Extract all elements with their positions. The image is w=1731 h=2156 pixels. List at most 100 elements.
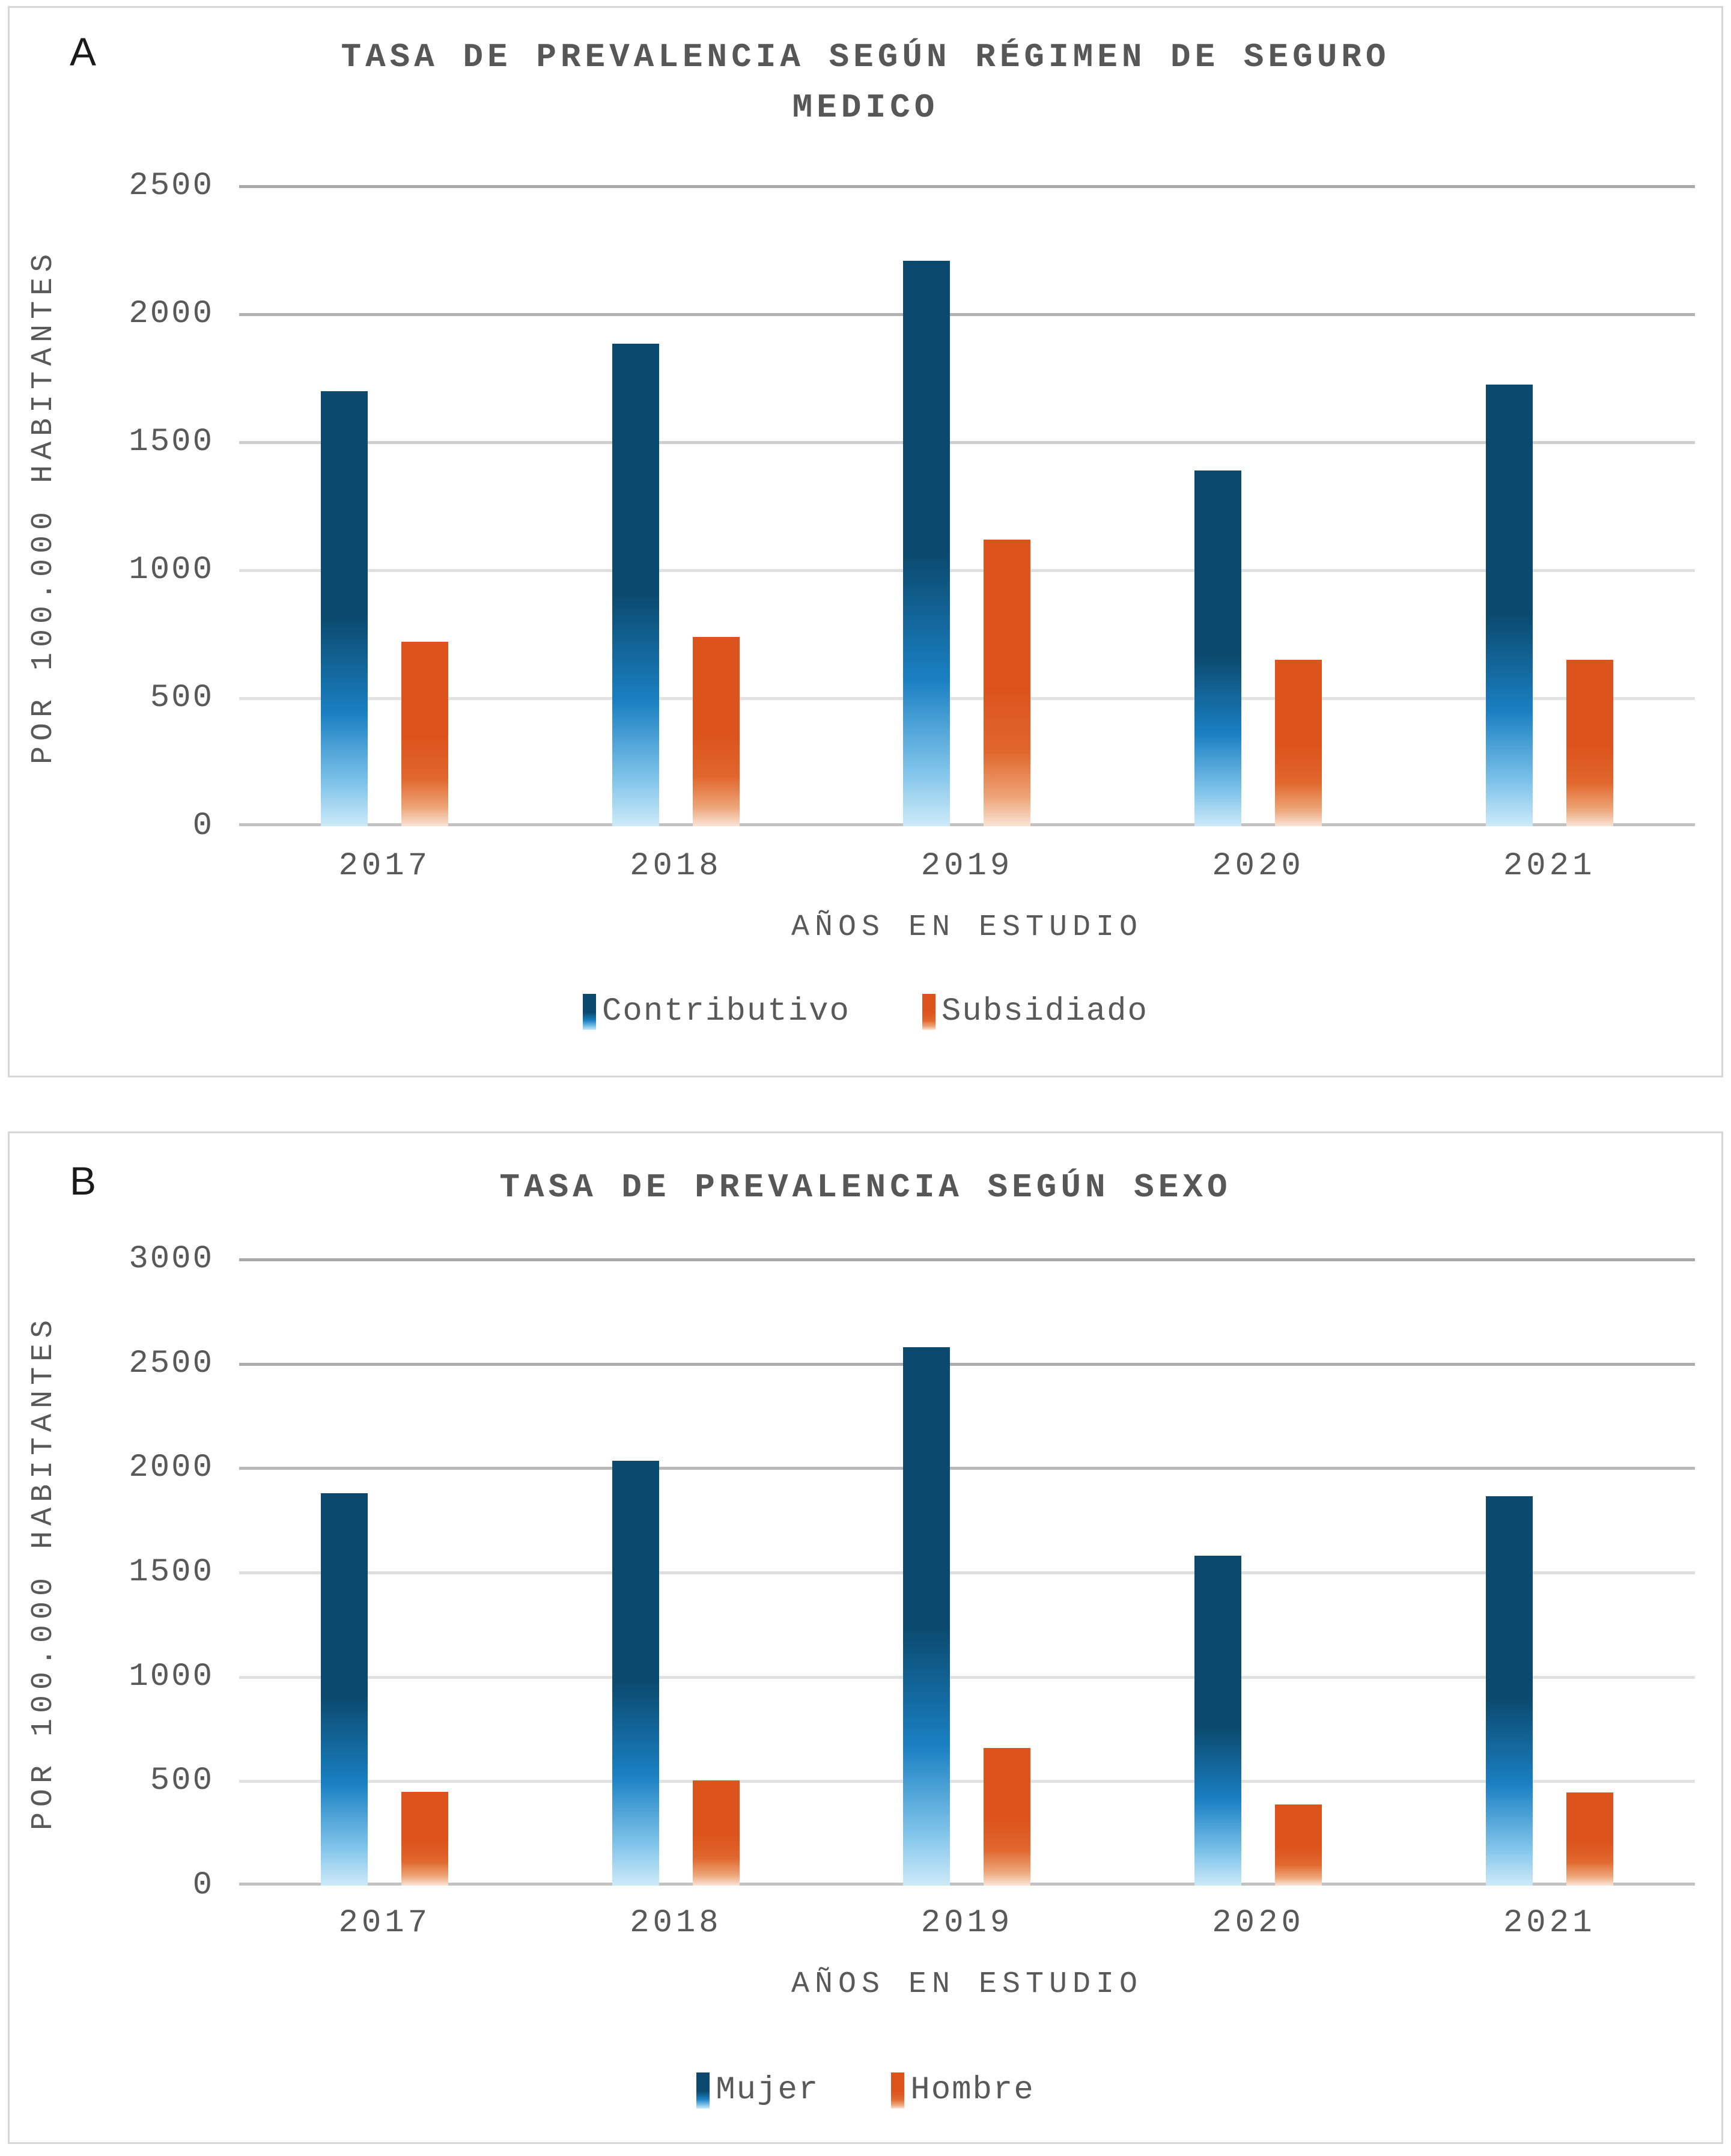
x-axis-title-b: AÑOS EN ESTUDIO bbox=[791, 1967, 1143, 2002]
bar-hombre-2019 bbox=[984, 1747, 1031, 1886]
y-tick-1000: 1000 bbox=[129, 552, 214, 588]
bar-contributivo-2017 bbox=[321, 391, 368, 826]
y-axis-title-b: POR 100.000 HABITANTES bbox=[26, 1314, 61, 1831]
plot-area bbox=[239, 1258, 1695, 1886]
bar-group-2018 bbox=[531, 186, 822, 826]
gridline-500 bbox=[239, 1780, 1695, 1783]
bar-mujer-2019 bbox=[903, 1347, 951, 1886]
bar-group-2017 bbox=[239, 186, 531, 826]
y-tick-500: 500 bbox=[150, 1762, 214, 1800]
x-label-2019: 2019 bbox=[920, 848, 1014, 885]
panel-a: A TASA DE PREVALENCIA SEGÚN RÉGIMEN DE S… bbox=[8, 6, 1723, 1077]
plot-area bbox=[239, 185, 1695, 826]
bar-group-2020 bbox=[1113, 186, 1404, 826]
bar-group-2019 bbox=[821, 186, 1113, 826]
bar-subsidiado-2020 bbox=[1275, 660, 1322, 826]
x-category-labels-a: 2017 2018 2019 2020 2021 bbox=[239, 848, 1695, 885]
x-label-2018: 2018 bbox=[630, 1905, 722, 1941]
gridline-1500 bbox=[239, 441, 1695, 444]
legend-label-hombre: Hombre bbox=[910, 2072, 1035, 2109]
legend-item-contributivo: Contributivo bbox=[583, 993, 850, 1030]
y-tick-1500: 1500 bbox=[129, 1554, 214, 1591]
chart-title-b: TASA DE PREVALENCIA SEGÚN SEXO bbox=[82, 1162, 1649, 1213]
legend-label-mujer: Mujer bbox=[716, 2072, 820, 2109]
bar-contributivo-2018 bbox=[612, 344, 659, 826]
y-tick-labels-a: 2500 2000 1500 1000 500 0 bbox=[82, 170, 214, 842]
x-label-2021: 2021 bbox=[1503, 1905, 1596, 1941]
gridline-2000 bbox=[239, 1467, 1695, 1470]
bar-mujer-2020 bbox=[1194, 1556, 1242, 1886]
x-label-2018: 2018 bbox=[630, 848, 722, 885]
legend-item-hombre: Hombre bbox=[891, 2072, 1034, 2109]
bar-mujer-2018 bbox=[612, 1461, 659, 1886]
legend-item-mujer: Mujer bbox=[696, 2072, 819, 2109]
x-axis-title-a: AÑOS EN ESTUDIO bbox=[791, 910, 1143, 945]
gridline-3000 bbox=[239, 1258, 1695, 1261]
y-tick-2000: 2000 bbox=[129, 296, 214, 332]
x-label-2021: 2021 bbox=[1503, 848, 1596, 885]
y-axis-title-a: POR 100.000 HABITANTES bbox=[26, 248, 61, 764]
bar-group-2018 bbox=[531, 1259, 822, 1886]
chart-title-a-line1: TASA DE PREVALENCIA SEGÚN RÉGIMEN DE SEG… bbox=[341, 38, 1390, 76]
x-label-2017: 2017 bbox=[338, 848, 431, 885]
bar-groups bbox=[239, 186, 1695, 826]
legend-label-contributivo: Contributivo bbox=[602, 993, 850, 1030]
bar-group-2021 bbox=[1404, 186, 1695, 826]
y-tick-3000: 3000 bbox=[129, 1241, 214, 1277]
legend: Contributivo Subsidiado bbox=[10, 993, 1721, 1030]
bar-hombre-2018 bbox=[692, 1780, 740, 1886]
y-tick-1000: 1000 bbox=[129, 1658, 214, 1695]
y-tick-1500: 1500 bbox=[129, 424, 214, 460]
bar-group-2020 bbox=[1113, 1259, 1404, 1886]
legend-label-subsidiado: Subsidiado bbox=[941, 993, 1148, 1030]
bar-subsidiado-2021 bbox=[1566, 660, 1613, 826]
panel-letter-b: B bbox=[70, 1159, 97, 1203]
chart-title-a: TASA DE PREVALENCIA SEGÚN RÉGIMEN DE SEG… bbox=[82, 32, 1649, 133]
x-label-2020: 2020 bbox=[1212, 848, 1304, 885]
bar-contributivo-2021 bbox=[1485, 385, 1533, 826]
y-tick-2000: 2000 bbox=[129, 1449, 214, 1487]
gridline-2500 bbox=[239, 185, 1695, 188]
y-tick-0: 0 bbox=[192, 808, 214, 844]
bar-group-2019 bbox=[821, 1259, 1113, 1886]
gridline-1500 bbox=[239, 1571, 1695, 1574]
y-tick-2500: 2500 bbox=[129, 168, 214, 204]
legend-item-subsidiado: Subsidiado bbox=[922, 993, 1148, 1030]
gridline-1000 bbox=[239, 569, 1695, 572]
bar-contributivo-2019 bbox=[903, 260, 951, 826]
legend-swatch-mujer bbox=[696, 2072, 710, 2109]
bar-group-2021 bbox=[1404, 1259, 1695, 1886]
panel-b: B TASA DE PREVALENCIA SEGÚN SEXO POR 100… bbox=[8, 1131, 1723, 2144]
y-tick-2500: 2500 bbox=[129, 1345, 214, 1382]
gridline-2000 bbox=[239, 313, 1695, 316]
legend-swatch-hombre bbox=[891, 2072, 905, 2109]
chart-title-b-line1: TASA DE PREVALENCIA SEGÚN SEXO bbox=[499, 1168, 1232, 1207]
bar-contributivo-2020 bbox=[1194, 470, 1242, 826]
bar-subsidiado-2017 bbox=[401, 642, 449, 826]
legend-swatch-contributivo bbox=[583, 993, 597, 1030]
x-label-2020: 2020 bbox=[1212, 1905, 1304, 1941]
x-category-labels-b: 2017 2018 2019 2020 2021 bbox=[239, 1905, 1695, 1941]
bar-hombre-2020 bbox=[1275, 1804, 1322, 1886]
legend-swatch-subsidiado bbox=[922, 993, 935, 1030]
figure-two-panel-bar-charts: { "colors": { "text_gray": "#595959", "t… bbox=[0, 6, 1731, 2156]
legend: Mujer Hombre bbox=[10, 2072, 1721, 2109]
gridline-0 bbox=[239, 1883, 1695, 1886]
bar-group-2017 bbox=[239, 1259, 531, 1886]
gridline-0 bbox=[239, 823, 1695, 826]
y-tick-0: 0 bbox=[192, 1867, 214, 1904]
bar-hombre-2021 bbox=[1566, 1792, 1613, 1886]
bar-groups bbox=[239, 1259, 1695, 1886]
chart-title-a-line2: MEDICO bbox=[792, 88, 939, 127]
gridline-500 bbox=[239, 697, 1695, 700]
bar-subsidiado-2018 bbox=[692, 636, 740, 826]
bar-subsidiado-2019 bbox=[984, 539, 1031, 826]
bar-hombre-2017 bbox=[401, 1791, 449, 1886]
bar-mujer-2017 bbox=[321, 1493, 368, 1886]
gridline-2500 bbox=[239, 1362, 1695, 1366]
x-label-2019: 2019 bbox=[920, 1905, 1014, 1941]
x-label-2017: 2017 bbox=[338, 1905, 431, 1941]
y-tick-500: 500 bbox=[150, 680, 214, 716]
panel-letter-a: A bbox=[70, 29, 97, 74]
y-tick-labels-b: 3000 2500 2000 1500 1000 500 0 bbox=[82, 1243, 214, 1902]
